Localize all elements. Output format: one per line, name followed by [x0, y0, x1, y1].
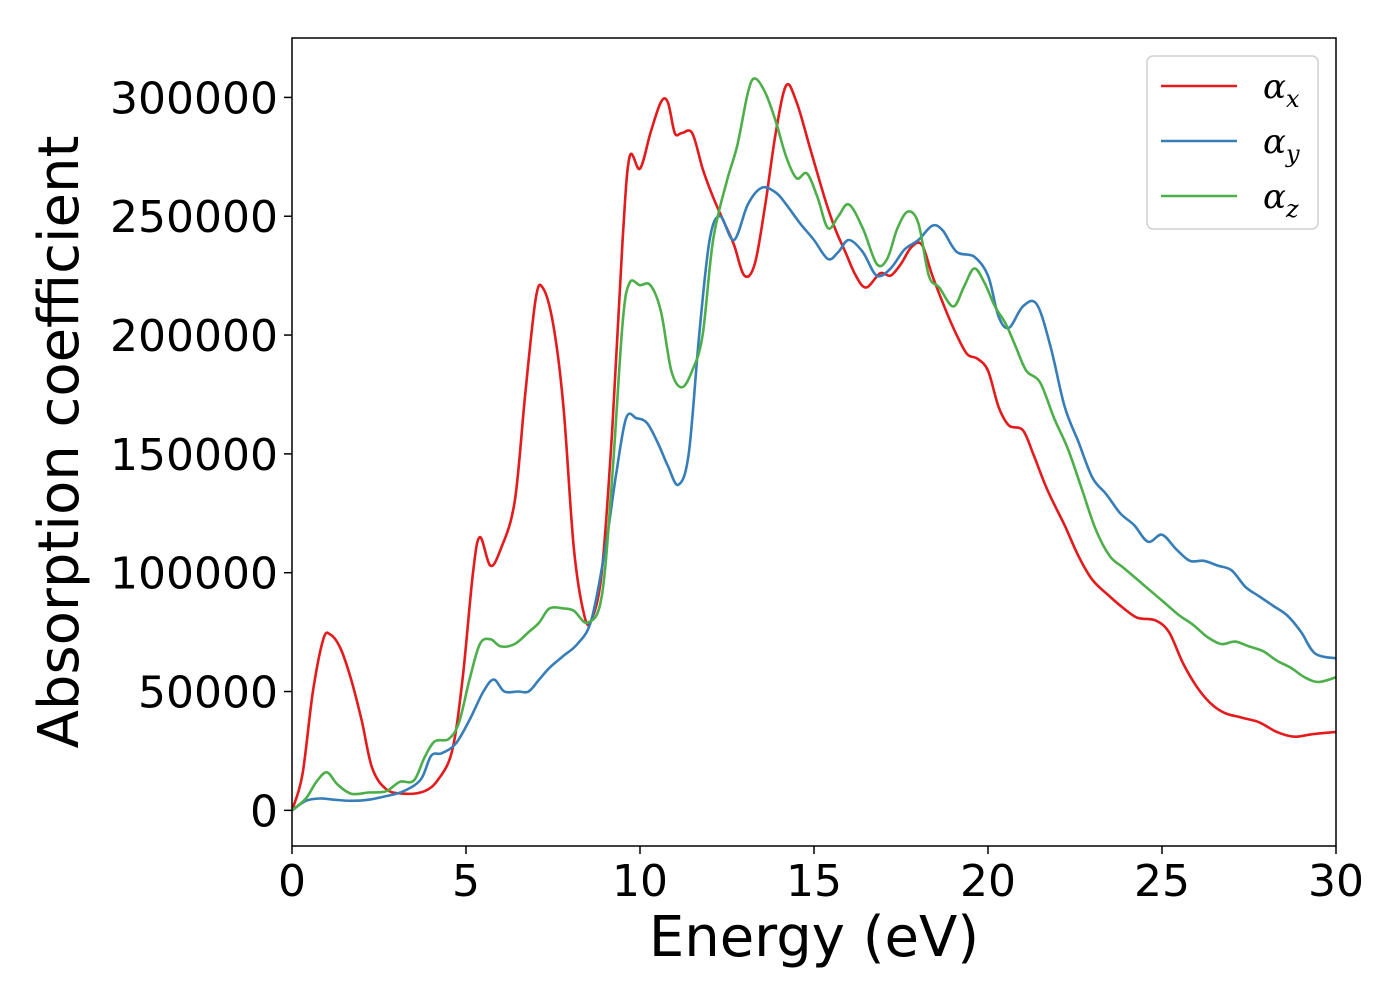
x-tick-label: 5 — [452, 856, 480, 907]
y-tick-label: 250000 — [110, 192, 278, 243]
x-tick-label: 25 — [1134, 856, 1190, 907]
series-line-y — [292, 185, 1336, 812]
legend-entry-subscript: z — [1285, 195, 1299, 223]
y-tick-label: 200000 — [110, 311, 278, 362]
y-axis-label: Absorption coefficient — [27, 136, 92, 749]
legend-box — [1146, 55, 1319, 230]
legend-entry-y: αy — [1263, 122, 1300, 168]
legend-entry-symbol: α — [1263, 67, 1286, 107]
y-tick-label: 150000 — [110, 430, 278, 481]
x-tick-label: 0 — [278, 856, 306, 907]
series-layer — [292, 77, 1336, 812]
y-tick-label: 0 — [250, 786, 278, 837]
series-line-z — [292, 77, 1336, 812]
legend-entry-symbol: α — [1263, 177, 1286, 217]
x-tick-label: 20 — [960, 856, 1016, 907]
series-line-x — [292, 83, 1336, 811]
x-tick-label: 30 — [1308, 856, 1364, 907]
ticks-layer: 0 5 10 15 20 25 30 0 50000 100000 150000 200000 2500… — [110, 73, 1364, 907]
legend-entry-subscript: y — [1285, 140, 1300, 168]
legend-entry-z: αz — [1263, 177, 1299, 223]
legend-entry-symbol: α — [1263, 122, 1286, 162]
y-tick-label: 50000 — [138, 668, 278, 719]
x-tick-label: 15 — [786, 856, 842, 907]
y-tick-label: 100000 — [110, 549, 278, 600]
y-tick-label: 300000 — [110, 73, 278, 124]
legend-entry-subscript: x — [1286, 85, 1300, 113]
x-tick-label: 10 — [612, 856, 668, 907]
legend-entry-x: αx — [1263, 67, 1300, 113]
x-axis-label: Energy (eV) — [649, 905, 979, 970]
